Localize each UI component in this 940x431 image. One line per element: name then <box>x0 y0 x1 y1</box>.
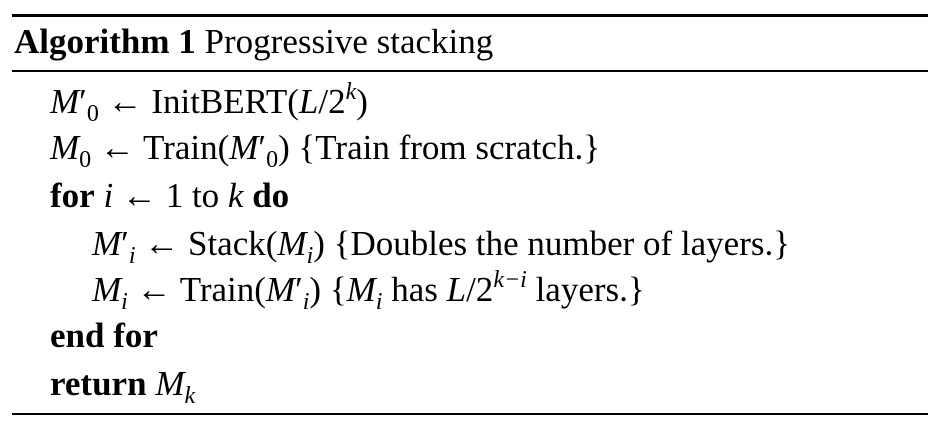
arg-var: M <box>265 270 296 309</box>
algo-line-6: end for <box>50 314 158 358</box>
algorithm-label: Algorithm 1 <box>14 22 196 61</box>
return-sub: k <box>184 383 196 409</box>
comment-sub: i <box>375 289 383 315</box>
iter-var: i <box>103 176 114 215</box>
bottom-rule <box>12 413 928 415</box>
loop-start: 1 <box>165 176 184 215</box>
caption-rule <box>12 70 928 72</box>
func-name: Stack( <box>187 224 278 263</box>
lhs-sub: 0 <box>79 147 92 173</box>
close-paren: ) <box>309 270 322 309</box>
comment: {Train from scratch.} <box>298 128 601 167</box>
comment-L: L <box>446 270 467 309</box>
comment: {Doubles the number of layers.} <box>333 224 791 263</box>
loop-end: k <box>227 176 244 215</box>
arg-sub: i <box>306 243 314 269</box>
keyword-return: return <box>50 364 147 403</box>
keyword-for: for <box>50 176 95 215</box>
algo-line-4: M′i ← Stack(Mi) {Doubles the number of l… <box>92 224 791 269</box>
comment-open: { <box>329 270 347 309</box>
lhs-var: M <box>50 82 80 121</box>
algo-line-7: return Mk <box>50 362 196 409</box>
assign-arrow: ← <box>99 128 135 167</box>
algo-line-5: Mi ← Train(M′i) {Mi has L/2k−i layers.} <box>92 267 645 315</box>
close-paren: ) <box>278 128 290 167</box>
arg-sup: k <box>345 79 357 105</box>
keyword-do: do <box>252 176 290 215</box>
arg-var: M <box>277 224 307 263</box>
top-rule <box>12 14 928 17</box>
algorithm-block: Algorithm 1 Progressive stacking M′0 ← I… <box>12 14 928 416</box>
algo-line-1: M′0 ← InitBERT(L/2k) <box>50 79 368 127</box>
assign-arrow: ← <box>136 270 172 309</box>
algo-line-2: M0 ← Train(M′0) {Train from scratch.} <box>50 128 601 173</box>
assign-arrow: ← <box>144 224 180 263</box>
keyword-to: to <box>191 176 220 215</box>
func-name: Train( <box>143 128 230 167</box>
close-paren: ) <box>356 82 368 121</box>
algorithm-caption: Algorithm 1 Progressive stacking <box>14 22 493 62</box>
arg-var: M <box>229 128 259 167</box>
assign-arrow: ← <box>107 82 143 121</box>
comment-end: layers.} <box>535 270 645 309</box>
lhs-sub: i <box>121 289 128 315</box>
keyword-end-for: end for <box>50 316 158 355</box>
arg-sub: 0 <box>266 147 279 173</box>
comment-div: /2 <box>466 270 494 309</box>
func-name: InitBERT( <box>151 82 299 121</box>
return-var: M <box>155 364 185 403</box>
lhs-var: M <box>92 270 122 309</box>
lhs-sub: i <box>128 243 136 269</box>
lhs-var: M <box>50 128 80 167</box>
assign-arrow: ← <box>121 176 157 215</box>
lhs-var: M <box>92 224 122 263</box>
arg-sub: i <box>302 289 310 315</box>
algorithm-title: Progressive stacking <box>204 22 494 61</box>
algo-line-3: for i ← 1 to k do <box>50 174 289 218</box>
lhs-sub: 0 <box>86 101 99 127</box>
comment-var: M <box>346 270 376 309</box>
func-name: Train( <box>179 270 266 309</box>
close-paren: ) <box>313 224 325 263</box>
arg-var: L <box>298 82 319 121</box>
arg-div: /2 <box>318 82 346 121</box>
comment-sup: k−i <box>493 267 527 293</box>
comment-has: has <box>391 270 438 309</box>
